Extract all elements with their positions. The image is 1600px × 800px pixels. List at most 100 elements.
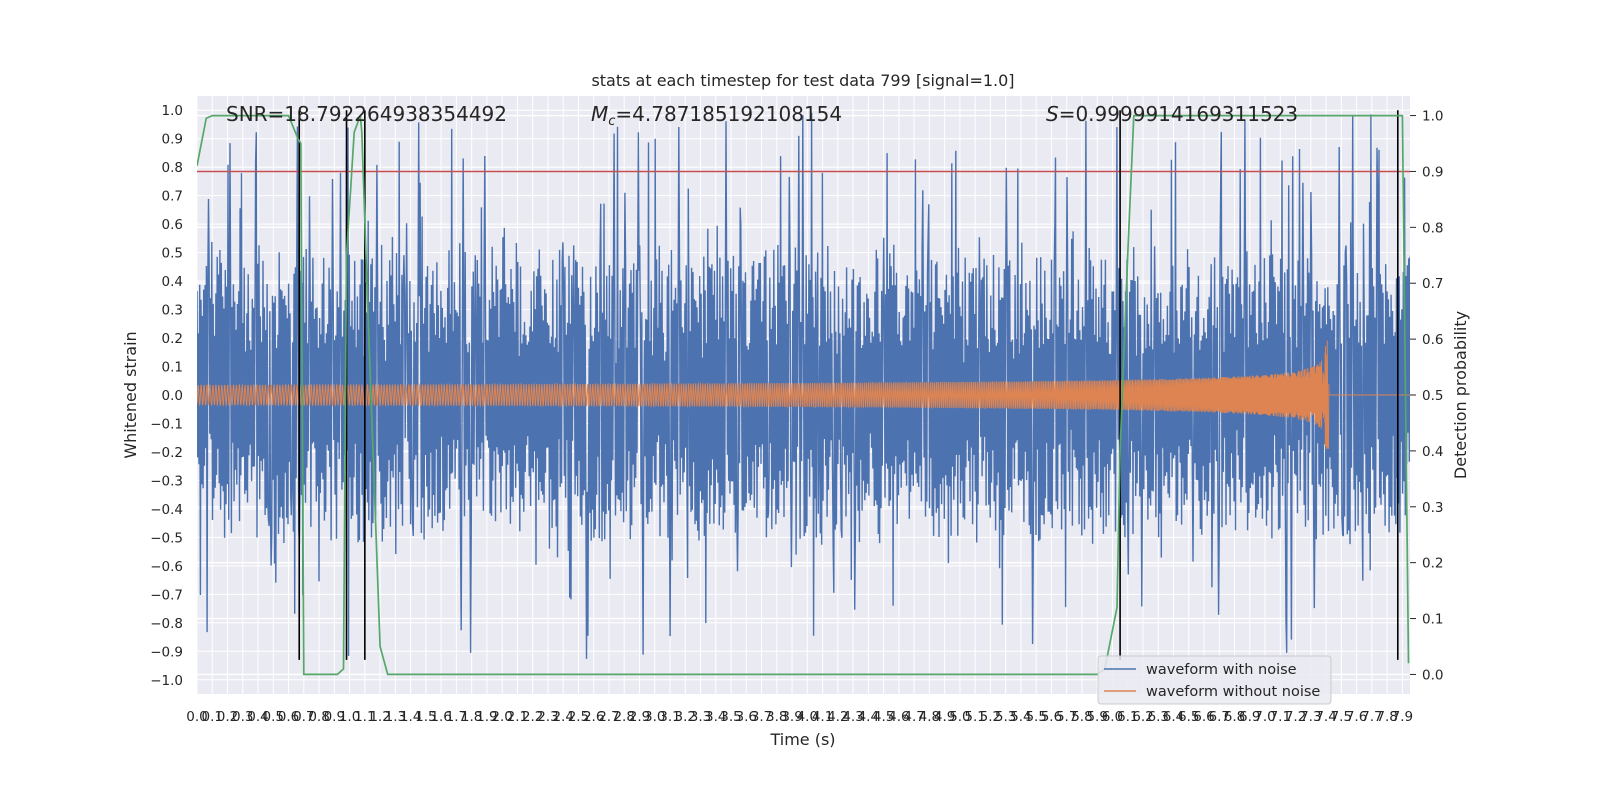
x-tick-label: 7.4 xyxy=(1315,709,1336,725)
x-tick-label: 5.7 xyxy=(1056,709,1077,725)
x-tick-label: 3.5 xyxy=(720,709,741,725)
y-tick-label: −0.8 xyxy=(150,616,183,632)
x-tick-label: 3.4 xyxy=(705,709,726,725)
x-tick-label: 1.1 xyxy=(354,709,375,725)
x-tick-label: 1.4 xyxy=(400,709,421,725)
y-tick-label: −0.6 xyxy=(150,559,183,575)
x-tick-label: 4.6 xyxy=(888,709,909,725)
x-tick-label: 7.7 xyxy=(1361,709,1382,725)
x-tick-label: 7.0 xyxy=(1254,709,1275,725)
mc-value: =4.787185192108154 xyxy=(615,102,842,126)
x-tick-label: 5.8 xyxy=(1071,709,1092,725)
x-tick-label: 7.5 xyxy=(1331,709,1352,725)
y-tick-label: 0.9 xyxy=(162,132,183,148)
x-tick-label: 1.9 xyxy=(476,709,497,725)
x-tick-label: 7.6 xyxy=(1346,709,1367,725)
x-tick-label: 3.6 xyxy=(736,709,757,725)
x-tick-label: 6.9 xyxy=(1239,709,1260,725)
x-tick-label: 3.2 xyxy=(675,709,696,725)
x-axis-label: Time (s) xyxy=(769,730,835,749)
y-axis-label: Whitened strain xyxy=(121,331,140,458)
x-tick-label: 3.1 xyxy=(659,709,680,725)
x-tick-label: 4.4 xyxy=(858,709,879,725)
x-tick-label: 7.1 xyxy=(1270,709,1291,725)
x-tick-label: 4.0 xyxy=(797,709,818,725)
y2-tick-label: 0.8 xyxy=(1422,220,1443,236)
y-tick-label: −0.5 xyxy=(150,530,183,546)
y-tick-label: −0.3 xyxy=(150,473,183,489)
x-tick-label: 5.4 xyxy=(1010,709,1031,725)
y-tick-label: −0.1 xyxy=(150,416,183,432)
x-tick-label: 4.3 xyxy=(842,709,863,725)
x-tick-label: 6.4 xyxy=(1163,709,1184,725)
legend-label-with-noise: waveform with noise xyxy=(1146,662,1297,678)
y-tick-label: 0.0 xyxy=(162,388,183,404)
x-tick-label: 7.8 xyxy=(1376,709,1397,725)
legend-box xyxy=(1097,655,1332,705)
x-tick-label: 5.5 xyxy=(1025,709,1046,725)
x-tick-label: 4.1 xyxy=(812,709,833,725)
x-tick-label: 1.5 xyxy=(415,709,436,725)
mc-symbol: M xyxy=(591,102,608,126)
y-tick-label: 0.1 xyxy=(162,360,183,376)
x-tick-label: 1.0 xyxy=(339,709,360,725)
y2-tick-label: 0.4 xyxy=(1422,444,1443,460)
x-tick-label: 4.9 xyxy=(934,709,955,725)
x-tick-label: 2.6 xyxy=(583,709,604,725)
mc-annotation: Mc=4.787185192108154 xyxy=(591,102,842,129)
series-waveform-with-noise xyxy=(197,112,1410,659)
y-tick-label: 0.7 xyxy=(162,189,183,205)
x-tick-label: 2.8 xyxy=(613,709,634,725)
x-tick-label: 6.7 xyxy=(1209,709,1230,725)
y2-tick-label: 0.2 xyxy=(1422,556,1443,572)
x-tick-label: 7.3 xyxy=(1300,709,1321,725)
snr-annotation: SNR=18.792264938354492 xyxy=(226,102,507,126)
x-tick-label: 6.8 xyxy=(1224,709,1245,725)
legend-label-without-noise: waveform without noise xyxy=(1146,684,1320,700)
y2-axis-ticks: 1.0 0.9 0.8 0.7 0.6 0.5 0.4 0.3 0.2 0.1 0.0 xyxy=(1410,109,1443,683)
y-tick-label: −0.2 xyxy=(150,445,183,461)
y-tick-label: 0.8 xyxy=(162,160,183,176)
x-tick-label: 5.0 xyxy=(949,709,970,725)
s-value: =0.9999914169311523 xyxy=(1059,102,1298,126)
x-tick-label: 3.8 xyxy=(766,709,787,725)
x-tick-label: 3.9 xyxy=(781,709,802,725)
x-tick-label: 3.7 xyxy=(751,709,772,725)
x-tick-label: 0.2 xyxy=(217,709,238,725)
x-tick-label: 5.3 xyxy=(995,709,1016,725)
y2-tick-label: 0.7 xyxy=(1422,276,1443,292)
x-tick-label: 5.9 xyxy=(1086,709,1107,725)
x-tick-label: 4.8 xyxy=(919,709,940,725)
mc-subscript: c xyxy=(608,114,615,129)
x-tick-label: 6.6 xyxy=(1193,709,1214,725)
x-tick-label: 1.7 xyxy=(446,709,467,725)
y-tick-label: 0.6 xyxy=(162,217,183,233)
x-tick-label: 4.7 xyxy=(903,709,924,725)
x-tick-label: 7.9 xyxy=(1392,709,1413,725)
x-tick-label: 6.0 xyxy=(1102,709,1123,725)
y-tick-label: −0.9 xyxy=(150,644,183,660)
y2-tick-label: 0.9 xyxy=(1422,164,1443,180)
x-tick-label: 6.5 xyxy=(1178,709,1199,725)
y2-tick-label: 0.3 xyxy=(1422,500,1443,516)
y-tick-label: −0.7 xyxy=(150,587,183,603)
y-tick-label: 0.5 xyxy=(162,246,183,262)
x-tick-label: 6.3 xyxy=(1148,709,1169,725)
y2-tick-label: 1.0 xyxy=(1422,109,1443,125)
x-tick-label: 2.0 xyxy=(491,709,512,725)
x-tick-label: 1.6 xyxy=(430,709,451,725)
y2-tick-label: 0.0 xyxy=(1422,667,1443,683)
s-annotation: S=0.9999914169311523 xyxy=(1046,102,1298,126)
x-tick-label: 0.4 xyxy=(247,709,268,725)
x-tick-label: 5.2 xyxy=(980,709,1001,725)
legend: waveform with noise waveform without noi… xyxy=(1097,655,1332,705)
y-tick-label: 0.4 xyxy=(162,274,183,290)
x-tick-label: 4.5 xyxy=(873,709,894,725)
x-tick-label: 0.9 xyxy=(324,709,345,725)
x-tick-label: 1.2 xyxy=(369,709,390,725)
x-tick-label: 2.9 xyxy=(629,709,650,725)
x-tick-label: 0.3 xyxy=(232,709,253,725)
x-tick-label: 7.2 xyxy=(1285,709,1306,725)
x-tick-label: 2.7 xyxy=(598,709,619,725)
x-tick-label: 0.6 xyxy=(278,709,299,725)
